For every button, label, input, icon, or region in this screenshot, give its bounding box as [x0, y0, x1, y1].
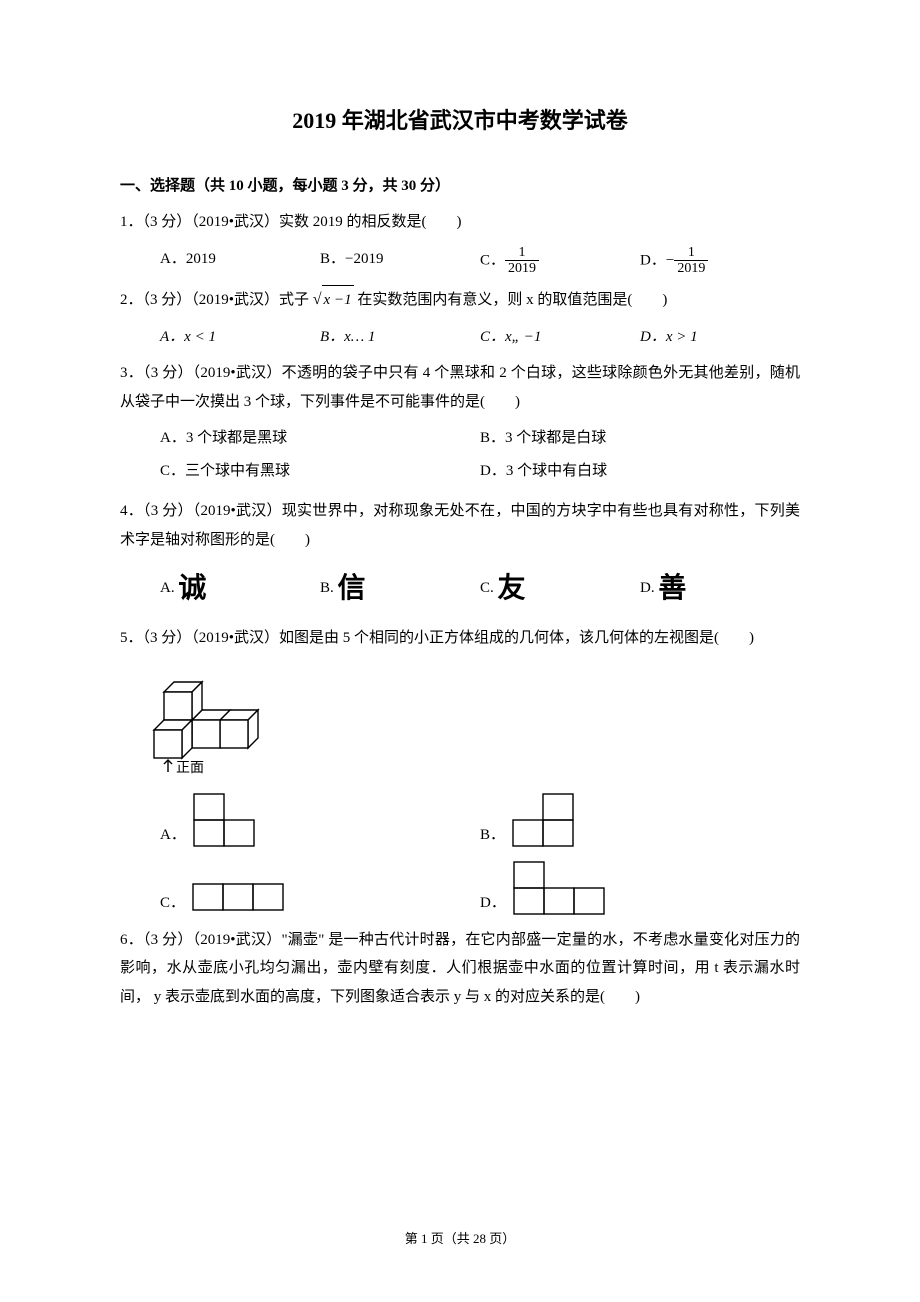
front-label: 正面: [176, 761, 204, 775]
q2-opt-a: A．x < 1: [160, 323, 320, 352]
q1d-prefix: D．: [640, 252, 666, 268]
q2-post: 在实数范围内有意义，则 x 的取值范围是( ): [357, 292, 667, 308]
question-5: 5．（3 分）（2019•武汉）如图是由 5 个相同的小正方体组成的几何体，该几…: [120, 624, 800, 653]
fraction-icon: 12019: [674, 245, 708, 277]
q5-opt-d: D．: [480, 858, 800, 918]
question-3: 3．（3 分）（2019•武汉）不透明的袋子中只有 4 个黑球和 2 个白球，这…: [120, 359, 800, 416]
q3-opt-c: C．三个球中有黑球: [160, 457, 480, 486]
q2-opt-b: B．x… 1: [320, 323, 480, 352]
q3-opt-b: B．3 个球都是白球: [480, 424, 800, 453]
q5-opt-a: A．: [160, 790, 480, 850]
q1d-neg: −: [666, 252, 674, 268]
q1-opt-a: A．2019: [160, 245, 320, 277]
q1-options: A．2019 B．−2019 C．12019 D．−12019: [120, 245, 800, 277]
q4-opt-b: B. 信: [320, 562, 480, 615]
page-footer: 第 1 页（共 28 页）: [0, 1227, 920, 1252]
q2-options: A．x < 1 B．x… 1 C．x„ −1 D．x > 1: [120, 323, 800, 352]
grid-d-icon: [506, 858, 626, 918]
q1c-prefix: C．: [480, 252, 505, 268]
char-you-icon: 友: [498, 573, 528, 604]
q4-opt-d: D. 善: [640, 562, 800, 615]
question-6: 6．（3 分）（2019•武汉）"漏壶" 是一种古代计时器，在它内部盛一定量的水…: [120, 926, 800, 1012]
char-shan-icon: 善: [658, 573, 688, 604]
q3-opt-a: A．3 个球都是黑球: [160, 424, 480, 453]
q2-pre: 2．（3 分）（2019•武汉）式子: [120, 292, 309, 308]
grid-b-icon: [505, 790, 595, 850]
q5-opt-c: C．: [160, 858, 480, 918]
q1-opt-d: D．−12019: [640, 245, 800, 277]
q2-opt-d: D．x > 1: [640, 323, 800, 352]
question-4: 4．（3 分）（2019•武汉）现实世界中，对称现象无处不在，中国的方块字中有些…: [120, 497, 800, 554]
q1-opt-c: C．12019: [480, 245, 640, 277]
char-cheng-icon: 诚: [178, 573, 208, 604]
q5-solid-figure: 正面: [140, 660, 800, 786]
question-2: 2．（3 分）（2019•武汉）式子 x −1 在实数范围内有意义，则 x 的取…: [120, 285, 800, 315]
question-1: 1．（3 分）（2019•武汉）实数 2019 的相反数是( ): [120, 208, 800, 237]
grid-a-icon: [186, 790, 276, 850]
fraction-icon: 12019: [505, 245, 539, 277]
q5-options: A． B． C．: [120, 790, 800, 918]
char-xin-icon: 信: [338, 573, 368, 604]
q4-options: A. 诚 B. 信 C. 友 D. 善: [120, 562, 800, 615]
q3-options: A．3 个球都是黑球 B．3 个球都是白球 C．三个球中有黑球 D．3 个球中有…: [120, 424, 800, 489]
q1-opt-b: B．−2019: [320, 245, 480, 277]
exam-title: 2019 年湖北省武汉市中考数学试卷: [120, 100, 800, 142]
sqrt-icon: x −1: [313, 285, 354, 315]
q3-opt-d: D．3 个球中有白球: [480, 457, 800, 486]
q4-opt-c: C. 友: [480, 562, 640, 615]
q2-opt-c: C．x„ −1: [480, 323, 640, 352]
q4-opt-a: A. 诚: [160, 562, 320, 615]
cube-solid-icon: 正面: [140, 660, 270, 775]
q5-opt-b: B．: [480, 790, 800, 850]
grid-c-icon: [185, 878, 305, 918]
section-heading: 一、选择题（共 10 小题，每小题 3 分，共 30 分）: [120, 172, 800, 201]
